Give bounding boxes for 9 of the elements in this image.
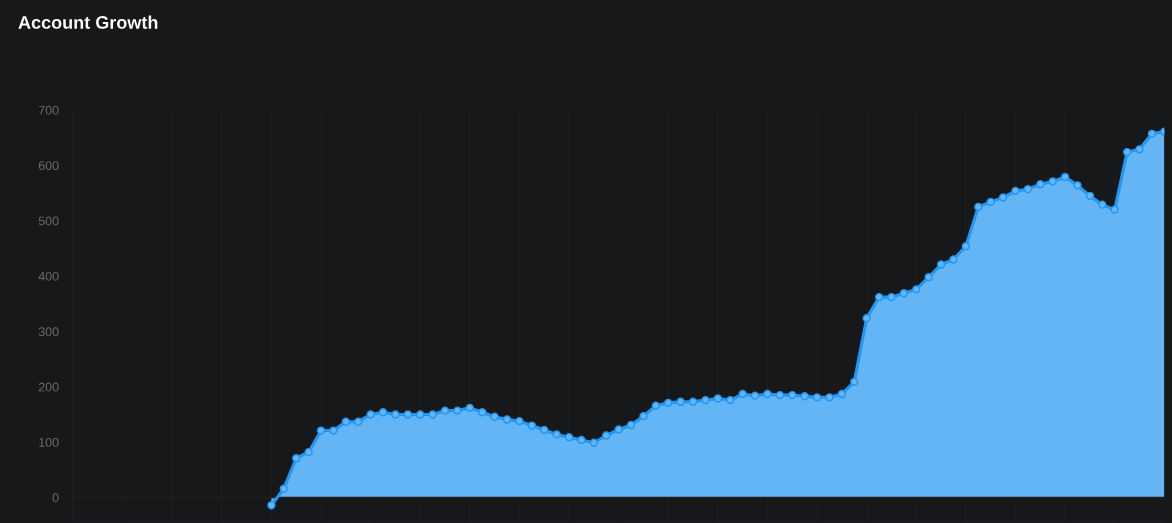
y-tick-label: 600 xyxy=(38,161,59,171)
y-tick-label: 100 xyxy=(39,437,59,447)
y-tick-label: 300 xyxy=(38,327,59,337)
y-tick-label: 700 xyxy=(38,105,59,115)
y-tick-label: 0 xyxy=(52,493,59,503)
y-tick-label: 500 xyxy=(38,216,59,226)
y-tick-label: 200 xyxy=(38,382,59,392)
chart-title: Account Growth xyxy=(18,15,158,29)
y-tick-label: 400 xyxy=(38,271,59,281)
